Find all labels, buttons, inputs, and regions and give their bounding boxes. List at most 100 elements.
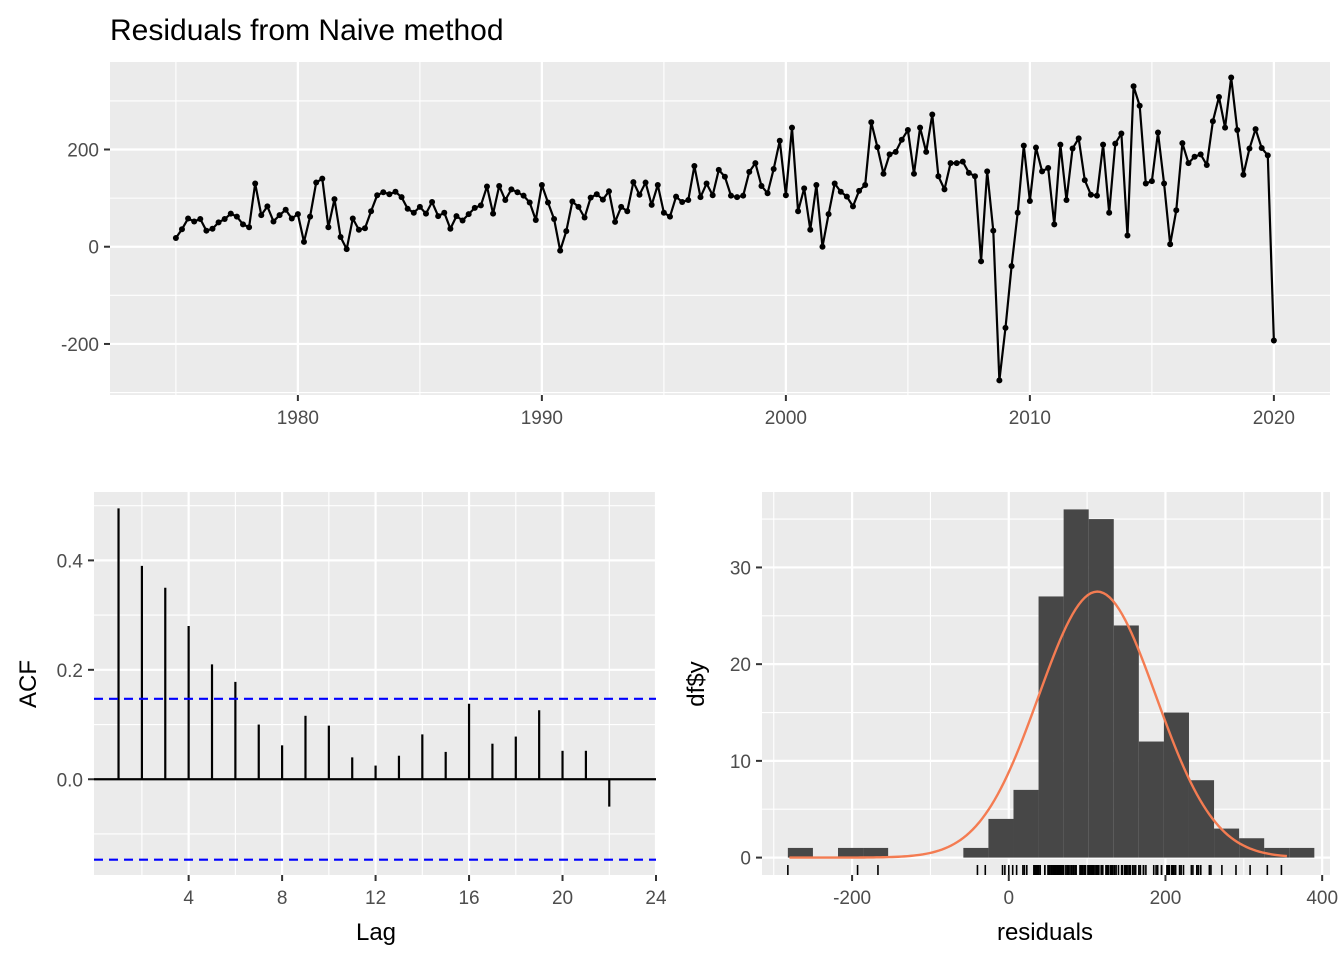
residual-point (526, 199, 533, 206)
residual-point (294, 211, 301, 218)
residual-point (868, 119, 875, 126)
x-tick-label: 1980 (277, 408, 319, 429)
residual-point (740, 192, 747, 199)
y-tick-label: 0 (88, 238, 99, 259)
residual-point (185, 215, 192, 222)
acf-chart: 4 8 12 16 20 24 0.0 0.2 0.4 Lag ACF (15, 492, 667, 946)
residual-point (1020, 142, 1027, 149)
residual-point (197, 216, 204, 223)
residual-point (1270, 337, 1277, 344)
x-tick-label: 0 (1003, 888, 1014, 909)
residual-point (459, 217, 466, 224)
residual-point (203, 227, 210, 234)
y-tick-label: 0.2 (57, 661, 83, 682)
y-tick-label: -200 (61, 335, 99, 356)
chart-title: Residuals from Naive method (110, 14, 504, 47)
residual-point (1252, 126, 1259, 133)
residual-point (770, 165, 777, 172)
y-tick-label: 10 (730, 752, 751, 773)
x-tick-label: 2000 (765, 408, 807, 429)
residual-point (898, 136, 905, 143)
residual-point (252, 180, 259, 187)
residual-point (1197, 151, 1204, 158)
residual-point (764, 190, 771, 197)
residual-point (1093, 192, 1100, 199)
residual-point (935, 173, 942, 180)
residual-point (429, 199, 436, 206)
histogram-bar (1113, 625, 1139, 858)
residual-point (1185, 160, 1192, 167)
residual-point (801, 185, 808, 192)
residual-point (337, 234, 344, 241)
residual-point (880, 170, 887, 177)
acf-bars-layer (94, 508, 656, 861)
residual-point (447, 225, 454, 232)
residual-point (465, 211, 472, 218)
residual-point (660, 209, 667, 216)
residual-point (1045, 164, 1052, 171)
residual-point (709, 192, 716, 199)
residual-point (612, 218, 619, 225)
residual-point (404, 205, 411, 212)
histogram-bars-layer (787, 509, 1315, 875)
residual-point (819, 243, 826, 250)
residual-point (788, 124, 795, 131)
residual-point (1112, 140, 1119, 147)
histogram-axis-ticks: -200 0 200 400 0 10 20 30 (730, 558, 1338, 909)
residual-point (435, 213, 442, 220)
residual-point (514, 189, 521, 196)
residual-point (673, 193, 680, 200)
residual-point (1124, 232, 1131, 239)
residual-point (557, 247, 564, 254)
residual-point (398, 194, 405, 201)
residual-point (239, 221, 246, 228)
residual-point (630, 179, 637, 186)
residual-point (270, 218, 277, 225)
residual-point (679, 199, 686, 206)
residual-point (441, 209, 448, 216)
x-tick-label: 24 (645, 888, 667, 909)
residual-point (721, 173, 728, 180)
x-tick-label: -200 (833, 888, 871, 909)
residual-point (1081, 177, 1088, 184)
residual-point (1100, 141, 1107, 148)
residual-point (386, 191, 393, 198)
residual-point (1130, 83, 1137, 90)
residual-point (1075, 135, 1082, 142)
residual-point (782, 192, 789, 199)
residual-point (752, 160, 759, 167)
histogram-x-axis-label: residuals (997, 919, 1093, 946)
residual-point (1246, 145, 1253, 152)
residual-point (563, 228, 570, 235)
residual-point (831, 180, 838, 187)
residual-point (172, 234, 179, 241)
residual-point (685, 197, 692, 204)
acf-axis-ticks: 4 8 12 16 20 24 0.0 0.2 0.4 (57, 551, 667, 909)
residual-point (325, 224, 332, 231)
residual-point (1051, 221, 1058, 228)
residual-point (923, 148, 930, 155)
residual-point (221, 216, 228, 223)
residual-point (904, 127, 911, 134)
residual-point (307, 213, 314, 220)
residual-point (703, 180, 710, 187)
histogram-bar (1163, 712, 1189, 858)
residual-point (715, 166, 722, 173)
normal-density-curve (789, 590, 1288, 859)
residual-point (917, 124, 924, 131)
residual-point (1026, 198, 1033, 205)
residual-point (258, 212, 265, 219)
residual-point (538, 181, 545, 188)
residual-point (605, 188, 612, 195)
residual-point (1154, 129, 1161, 136)
histogram-bar (963, 847, 989, 858)
residual-point (313, 179, 320, 186)
x-tick-label: 16 (458, 888, 479, 909)
residual-point (813, 181, 820, 188)
residual-point (502, 197, 509, 204)
residual-point (282, 206, 289, 213)
y-tick-label: 20 (730, 655, 751, 676)
histogram-bar (1138, 741, 1164, 858)
residual-point (843, 193, 850, 200)
residual-point (1063, 197, 1070, 204)
